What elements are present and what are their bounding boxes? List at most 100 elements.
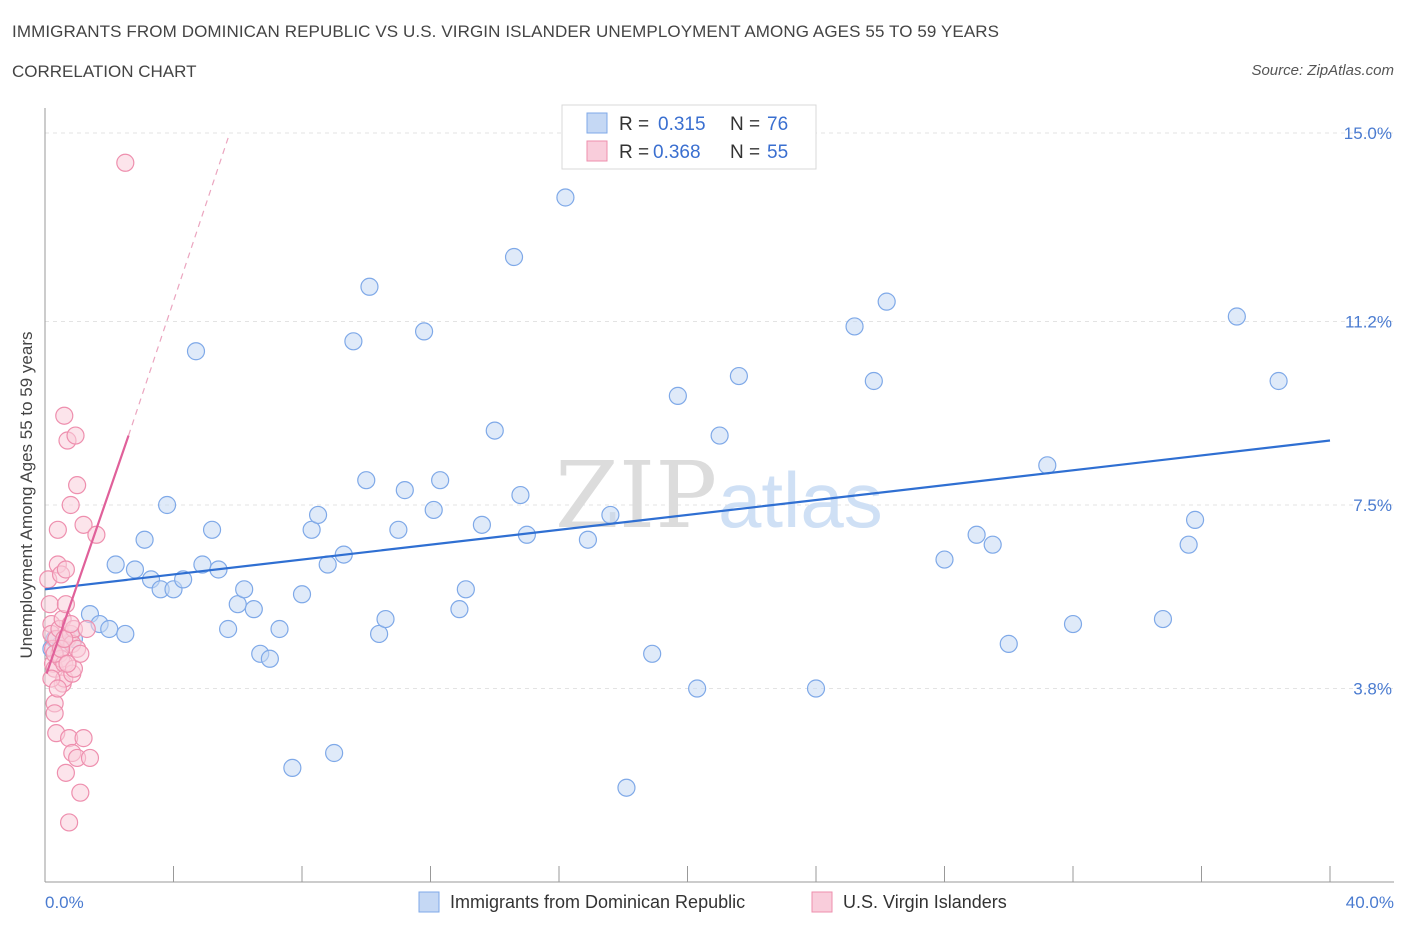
point-dominican (389, 520, 408, 539)
point-virgin-islanders (80, 748, 100, 768)
point-dominican (318, 555, 337, 574)
point-dominican (202, 520, 222, 539)
stats-legend-swatch-blue (586, 112, 608, 134)
point-dominican (376, 609, 395, 629)
point-dominican (174, 570, 193, 589)
stats-legend-swatch-pink (586, 140, 608, 162)
y-tick-labels: 3.8% 7.5% 11.2% 15.0% (1344, 124, 1392, 699)
stats-n-value-2: 55 (767, 142, 788, 163)
point-dominican (729, 366, 749, 386)
stats-r-label-1: R = (619, 114, 649, 135)
y-tick-label: 3.8% (1353, 680, 1392, 699)
stats-r-value-2: 0.368 (653, 142, 701, 163)
stats-n-label-2: N = (730, 142, 760, 163)
point-dominican (308, 505, 328, 525)
point-dominican (511, 485, 530, 505)
point-dominican (710, 426, 729, 445)
stats-n-label-1: N = (730, 114, 760, 135)
series-virgin-islanders-points (39, 153, 135, 832)
trendline-dominican (44, 439, 1331, 591)
point-dominican (999, 634, 1018, 653)
point-dominican (106, 555, 125, 574)
point-dominican (292, 585, 312, 604)
point-dominican (283, 758, 302, 777)
y-tick-label: 15.0% (1344, 124, 1392, 143)
x-tick-label-min: 0.0% (45, 893, 84, 912)
point-dominican (395, 481, 414, 500)
legend-swatch-virgin-islanders (811, 891, 833, 913)
point-dominican (270, 619, 289, 639)
point-dominican (845, 317, 864, 336)
point-virgin-islanders (45, 704, 64, 723)
point-dominican (688, 679, 707, 698)
point-dominican (1269, 371, 1288, 391)
point-dominican (1038, 456, 1057, 475)
point-dominican (485, 421, 504, 440)
stats-legend: R = 0.315 N = 76 R = 0.368 N = 55 (561, 104, 817, 170)
watermark-atlas: atlas (718, 456, 883, 544)
stats-r-label-2: R = (619, 142, 649, 163)
point-dominican (219, 619, 238, 639)
point-virgin-islanders (48, 679, 67, 698)
point-dominican (1179, 535, 1198, 554)
point-dominican (617, 778, 636, 797)
stats-r-value-1: 0.315 (658, 114, 706, 135)
point-virgin-islanders (59, 813, 79, 832)
point-virgin-islanders (68, 476, 87, 495)
point-dominican (806, 679, 826, 698)
point-dominican (244, 600, 263, 619)
point-dominican (360, 277, 379, 296)
point-dominican (556, 188, 575, 207)
axes (44, 108, 1394, 883)
trendline-virgin-islanders (45, 435, 130, 674)
chart-title: IMMIGRANTS FROM DOMINICAN REPUBLIC VS U.… (12, 22, 1000, 41)
point-dominican (157, 495, 177, 515)
point-dominican (357, 471, 376, 490)
point-dominican (116, 624, 135, 644)
point-dominican (456, 580, 475, 599)
point-virgin-islanders (66, 426, 85, 445)
point-virgin-islanders (74, 515, 93, 534)
point-dominican (450, 600, 469, 619)
point-dominican (186, 342, 206, 361)
watermark-zip: ZIP (555, 442, 717, 549)
point-dominican (472, 515, 491, 534)
point-dominican (125, 560, 145, 579)
point-dominican (1063, 614, 1083, 634)
chart-subtitle: CORRELATION CHART (12, 62, 197, 81)
trendline-virgin-islanders-extension (127, 137, 229, 436)
point-dominican (601, 505, 620, 525)
point-virgin-islanders (71, 644, 90, 663)
point-virgin-islanders (55, 406, 74, 425)
legend-label-virgin-islanders: U.S. Virgin Islanders (843, 892, 1007, 912)
point-dominican (967, 525, 986, 544)
x-axis-ticks (44, 866, 1331, 882)
point-virgin-islanders (74, 729, 93, 748)
point-virgin-islanders (61, 495, 80, 515)
x-tick-label-max: 40.0% (1346, 893, 1394, 912)
point-virgin-islanders (116, 153, 135, 172)
point-dominican (668, 386, 687, 405)
point-dominican (643, 644, 662, 663)
trendlines (44, 137, 1331, 674)
legend-label-dominican: Immigrants from Dominican Republic (450, 892, 745, 912)
point-dominican (325, 743, 344, 763)
source-credit: Source: ZipAtlas.com (1251, 62, 1394, 79)
point-dominican (504, 247, 524, 267)
point-virgin-islanders (48, 520, 67, 539)
bottom-legend: Immigrants from Dominican Republic U.S. … (418, 891, 1007, 913)
point-virgin-islanders (56, 560, 75, 579)
point-dominican (344, 332, 363, 351)
point-virgin-islanders (71, 783, 90, 802)
point-dominican (1153, 609, 1173, 629)
point-virgin-islanders (40, 595, 59, 614)
stats-n-value-1: 76 (767, 114, 788, 135)
point-virgin-islanders (56, 763, 75, 782)
point-dominican (983, 535, 1002, 554)
point-dominican (935, 550, 954, 569)
point-dominican (100, 619, 119, 639)
point-dominican (578, 530, 598, 549)
point-dominican (877, 292, 896, 311)
point-dominican (414, 322, 434, 341)
